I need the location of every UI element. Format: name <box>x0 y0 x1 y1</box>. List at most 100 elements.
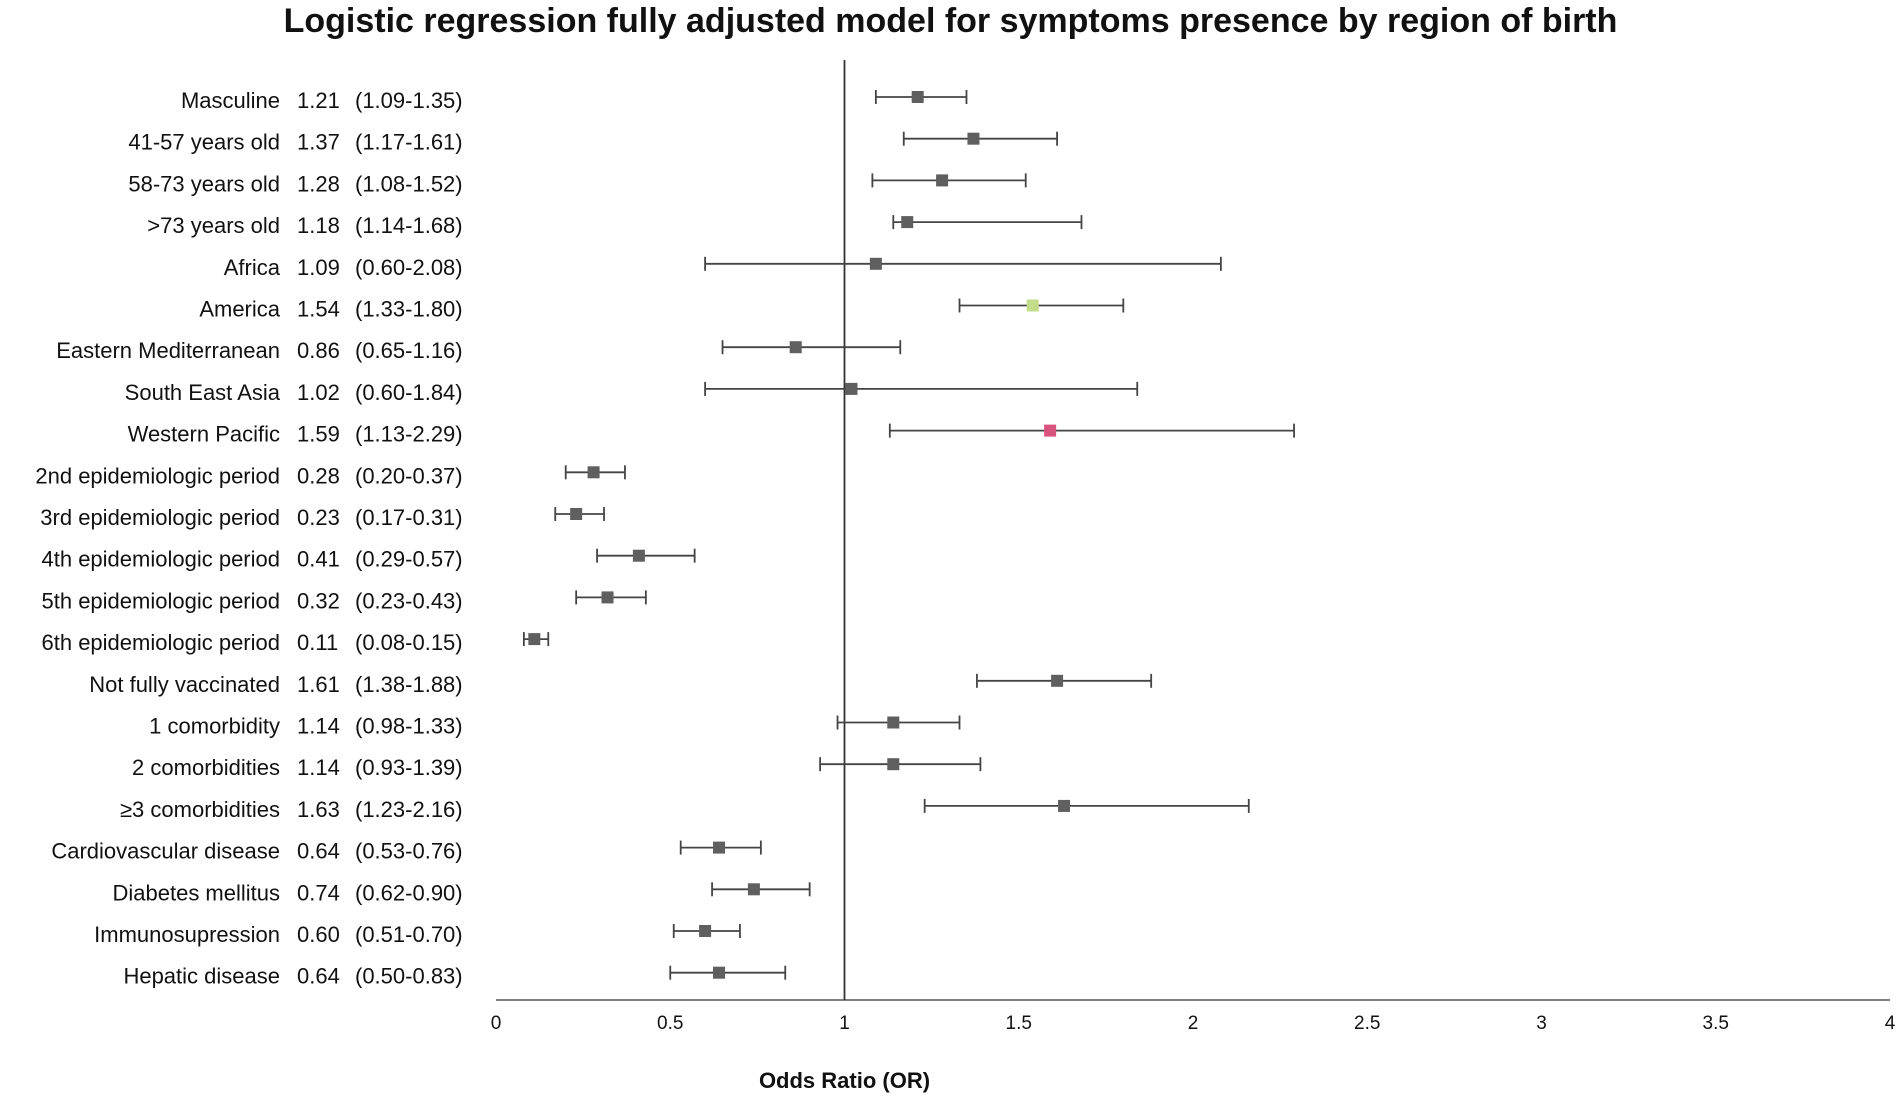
or-point <box>887 758 900 771</box>
ci-value: (0.53-0.76) <box>355 839 463 864</box>
row-label: 5th epidemiologic period <box>42 588 281 613</box>
or-value: 0.11 <box>297 630 338 655</box>
or-value: 0.41 <box>297 547 340 572</box>
row-label: 58-73 years old <box>128 171 280 196</box>
ci-value: (1.09-1.35) <box>355 88 463 113</box>
row-label: 3rd epidemiologic period <box>40 505 280 530</box>
or-value: 0.64 <box>297 964 340 989</box>
or-point <box>1051 674 1064 687</box>
or-point <box>911 91 924 103</box>
or-point <box>845 382 858 395</box>
row-label: 41-57 years old <box>128 130 280 155</box>
x-tick-label: 1.5 <box>1006 1013 1032 1034</box>
or-point <box>713 841 726 854</box>
row-label: 6th epidemiologic period <box>42 630 281 655</box>
ci-value: (0.65-1.16) <box>355 338 463 363</box>
ci-value: (1.33-1.80) <box>355 297 463 322</box>
or-point <box>1058 799 1071 812</box>
marks-layer <box>522 90 1295 980</box>
or-value: 1.02 <box>297 380 340 405</box>
row-label: 4th epidemiologic period <box>42 547 281 572</box>
ci-value: (1.17-1.61) <box>355 130 463 155</box>
row-label: Africa <box>224 255 281 280</box>
or-value: 0.28 <box>297 463 340 488</box>
or-point <box>587 466 600 479</box>
or-point <box>747 883 760 896</box>
or-value: 1.18 <box>297 213 340 238</box>
or-point <box>699 925 712 937</box>
or-point <box>901 216 914 229</box>
x-tick-label: 3.5 <box>1703 1013 1729 1034</box>
x-tick-label: 0 <box>491 1013 502 1034</box>
or-value: 1.14 <box>297 755 340 780</box>
or-value: 0.23 <box>297 505 340 530</box>
ci-value: (0.60-1.84) <box>355 380 463 405</box>
ci-value: (0.93-1.39) <box>355 755 463 780</box>
or-value: 1.59 <box>297 422 340 447</box>
or-point <box>570 508 583 520</box>
or-point <box>1044 424 1057 437</box>
or-value: 1.37 <box>297 130 340 155</box>
row-label: Diabetes mellitus <box>112 880 280 905</box>
row-label: South East Asia <box>125 380 281 405</box>
or-point <box>936 174 949 187</box>
ci-value: (0.50-0.83) <box>355 964 463 989</box>
ci-value: (0.51-0.70) <box>355 922 463 947</box>
or-value: 0.74 <box>297 880 340 905</box>
or-point <box>528 633 541 646</box>
row-labels-layer: Masculine 1.21 (1.09-1.35) 41-57 years old 1… <box>35 88 462 989</box>
ci-value: (0.20-0.37) <box>355 463 463 488</box>
row-label: Cardiovascular disease <box>51 839 280 864</box>
or-value: 1.09 <box>297 255 340 280</box>
or-value: 1.28 <box>297 171 340 196</box>
chart-title: Logistic regression fully adjusted model… <box>283 2 1618 40</box>
ci-value: (1.14-1.68) <box>355 213 463 238</box>
or-point <box>713 966 726 979</box>
or-value: 1.63 <box>297 797 340 822</box>
row-label: America <box>199 297 280 322</box>
ci-value: (1.13-2.29) <box>355 422 463 447</box>
ci-value: (0.29-0.57) <box>355 547 463 572</box>
or-point <box>1026 299 1039 312</box>
row-label: Eastern Mediterranean <box>56 338 280 363</box>
ci-value: (0.62-0.90) <box>355 880 463 905</box>
row-label: 2 comorbidities <box>132 755 280 780</box>
or-value: 0.64 <box>297 839 340 864</box>
or-point <box>601 591 614 604</box>
row-label: Immunosupression <box>94 922 280 947</box>
ci-value: (0.17-0.31) <box>355 505 463 530</box>
or-value: 1.21 <box>297 88 340 113</box>
x-axis-title: Odds Ratio (OR) <box>759 1068 930 1093</box>
or-value: 1.14 <box>297 714 340 739</box>
or-value: 0.60 <box>297 922 340 947</box>
ci-value: (0.08-0.15) <box>355 630 463 655</box>
x-tick-label: 4 <box>1885 1013 1896 1034</box>
x-tick-label: 1 <box>839 1013 850 1034</box>
or-point <box>887 716 900 729</box>
axes-layer: 0 0.5 1 1.5 2 2.5 3 3.5 4 Odds Ratio (OR) <box>491 60 1896 1093</box>
row-label: Not fully vaccinated <box>89 672 280 697</box>
ci-value: (0.60-2.08) <box>355 255 463 280</box>
ci-value: (1.38-1.88) <box>355 672 463 697</box>
x-tick-label: 2 <box>1188 1013 1199 1034</box>
or-value: 1.54 <box>297 297 340 322</box>
or-point <box>967 132 980 145</box>
row-label: >73 years old <box>147 213 280 238</box>
row-label: Masculine <box>181 88 280 113</box>
x-tick-label: 3 <box>1536 1013 1547 1034</box>
x-tick-label: 0.5 <box>657 1013 683 1034</box>
or-value: 0.86 <box>297 338 340 363</box>
row-label: ≥3 comorbidities <box>120 797 280 822</box>
row-label: Western Pacific <box>128 422 280 447</box>
ci-value: (0.23-0.43) <box>355 588 463 613</box>
ci-value: (0.98-1.33) <box>355 714 463 739</box>
ci-value: (1.23-2.16) <box>355 797 463 822</box>
row-label: Hepatic disease <box>123 964 280 989</box>
or-point <box>789 341 802 354</box>
or-point <box>869 257 882 270</box>
row-label: 2nd epidemiologic period <box>35 463 280 488</box>
or-value: 1.61 <box>297 672 340 697</box>
row-label: 1 comorbidity <box>149 714 280 739</box>
or-value: 0.32 <box>297 588 340 613</box>
